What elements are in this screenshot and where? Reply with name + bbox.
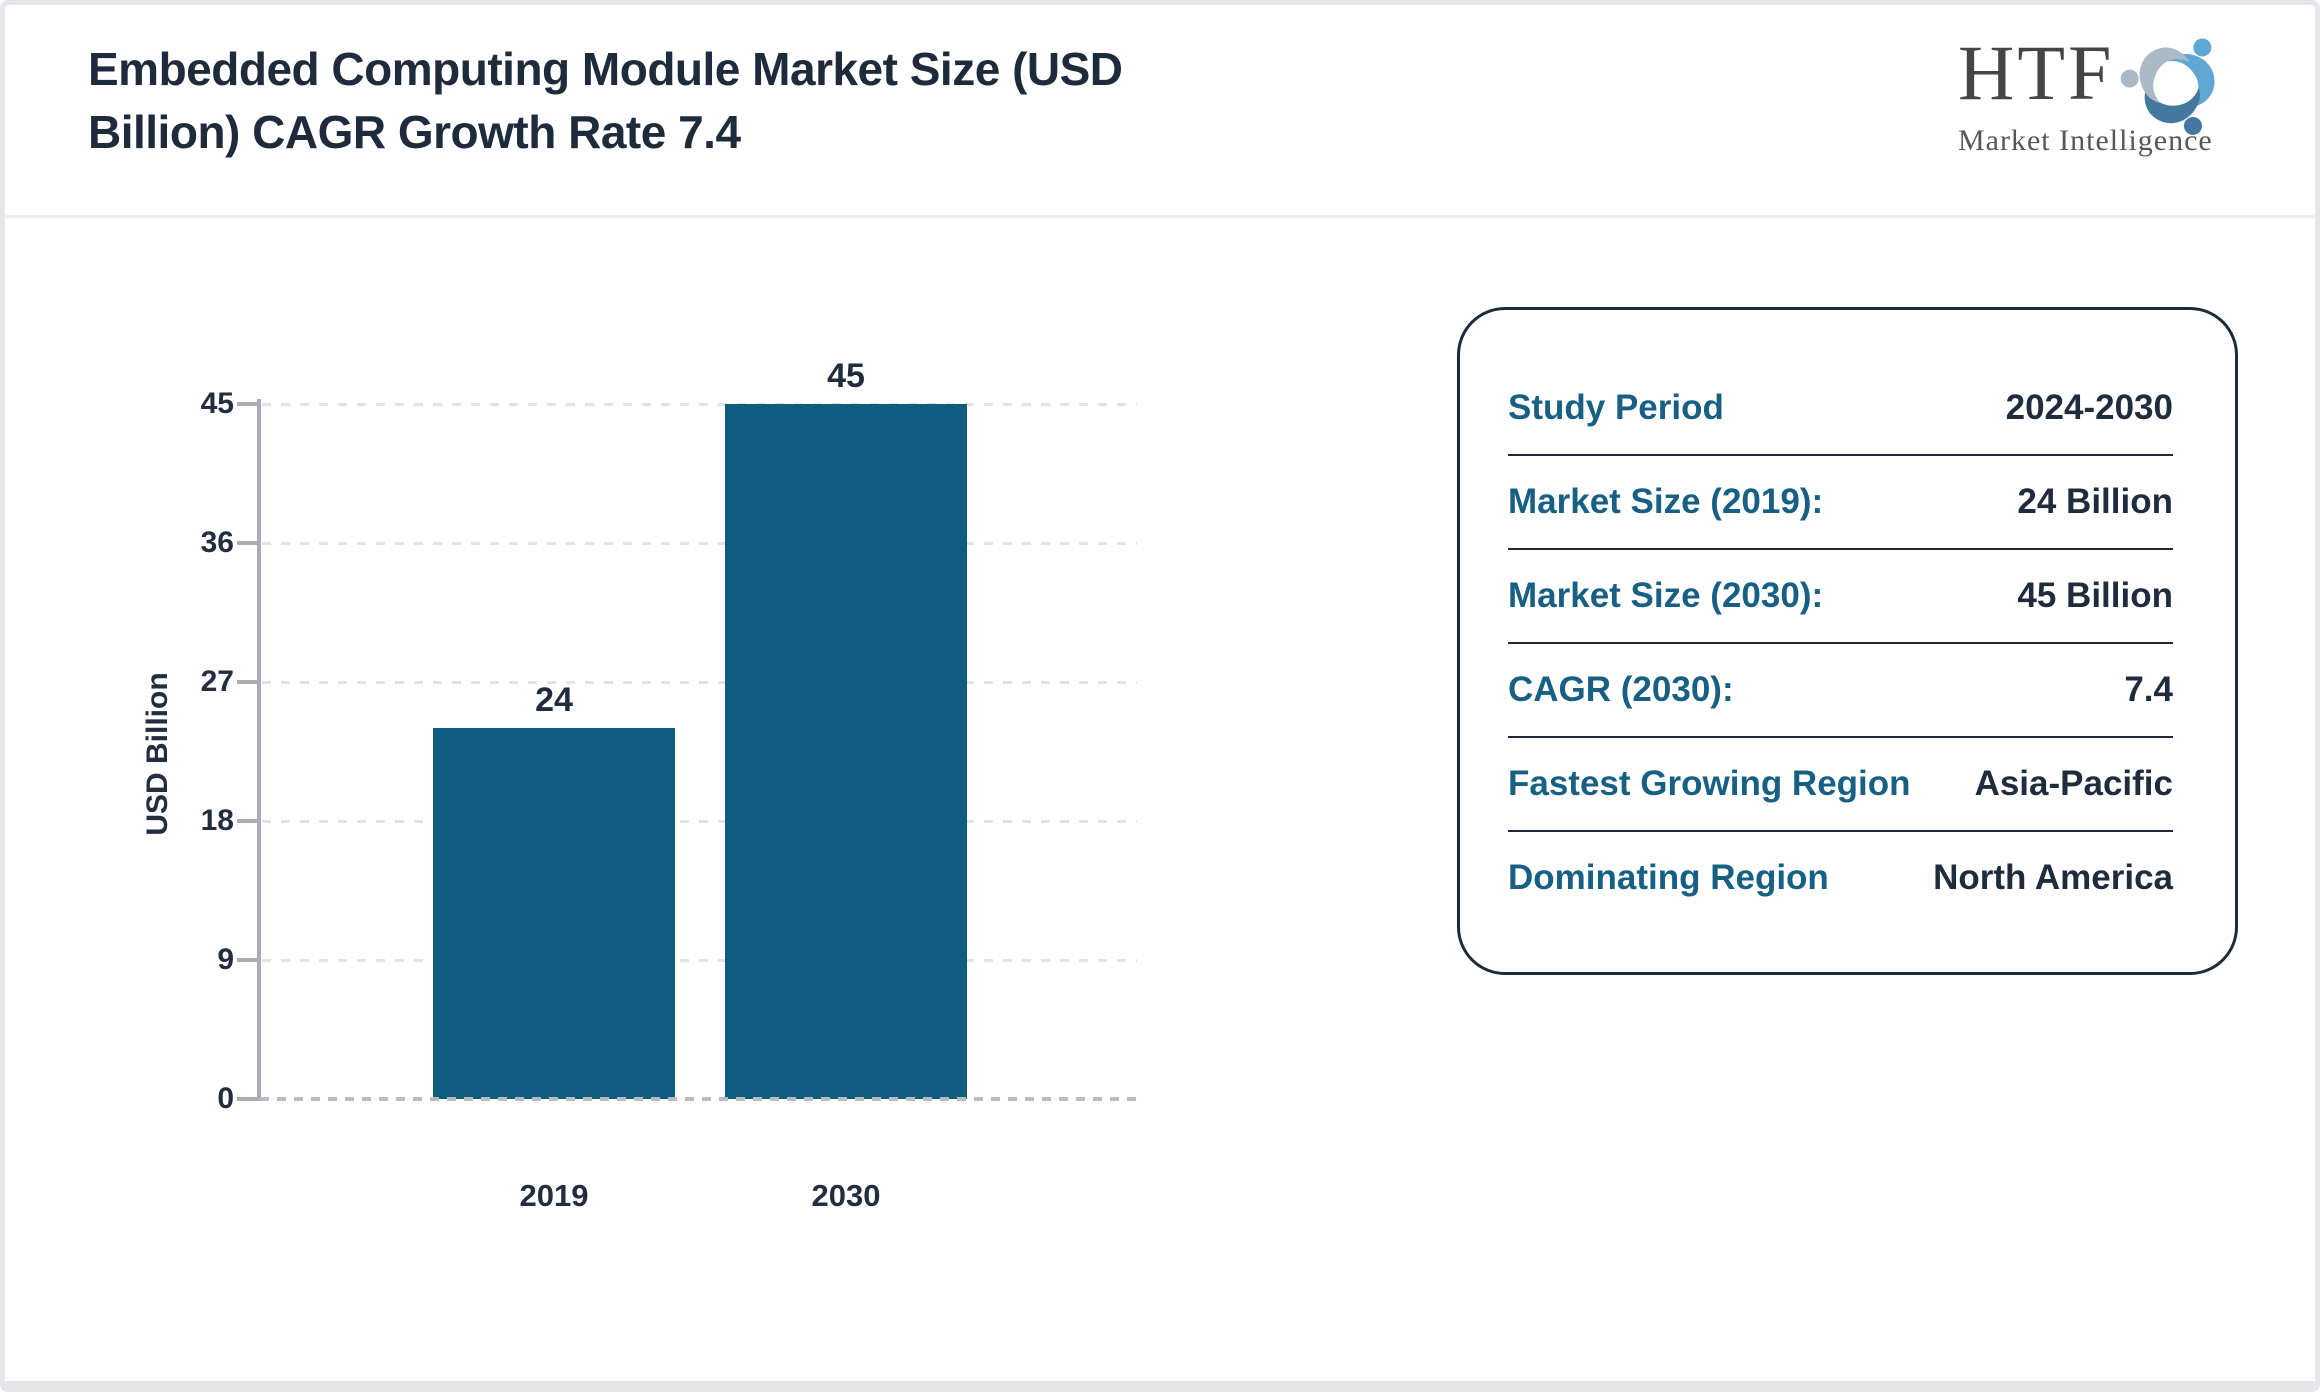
header-divider — [5, 215, 2315, 218]
page-title-line-2: Billion) CAGR Growth Rate 7.4 — [88, 106, 741, 158]
gridline-27 — [262, 681, 1137, 684]
bar-2030 — [725, 404, 967, 1099]
logo-wordmark: HTF — [1958, 29, 2115, 116]
y-tick-label-0: 0 — [217, 1082, 234, 1115]
x-axis-label-2030: 2030 — [811, 1178, 881, 1213]
panel-row-fastest-growing-region: Fastest Growing Region Asia-Pacific — [1508, 738, 2173, 832]
y-tick-label-9: 9 — [217, 943, 234, 976]
y-tick-label-45: 45 — [200, 387, 234, 420]
gridline-9 — [262, 959, 1137, 962]
gridline-18 — [262, 820, 1137, 823]
page-title: Embedded Computing Module Market Size (U… — [88, 38, 1123, 164]
logo-tagline: Market Intelligence — [1958, 124, 2213, 157]
panel-row-value: 7.4 — [2124, 670, 2173, 709]
panel-row-label: CAGR (2030): — [1508, 670, 1734, 709]
y-tick-label-27: 27 — [200, 665, 234, 698]
y-tick-label-36: 36 — [200, 526, 234, 559]
panel-row-dominating-region: Dominating Region North America — [1508, 832, 2173, 924]
y-tick-mark-9 — [237, 958, 260, 962]
panel-row-label: Market Size (2019): — [1508, 482, 1824, 521]
panel-row-value: North America — [1933, 858, 2173, 897]
panel-row-value: 45 Billion — [2017, 576, 2173, 615]
y-axis-line — [257, 399, 261, 1101]
htf-logo: HTF Market Intelligence — [1958, 34, 2238, 164]
panel-row-market-size-2019: Market Size (2019): 24 Billion — [1508, 456, 2173, 550]
panel-row-value: 24 Billion — [2017, 482, 2173, 521]
panel-row-market-size-2030: Market Size (2030): 45 Billion — [1508, 550, 2173, 644]
panel-row-value: 2024-2030 — [2005, 388, 2173, 427]
bar-2019 — [433, 728, 675, 1099]
y-tick-mark-18 — [237, 819, 260, 823]
panel-row-cagr: CAGR (2030): 7.4 — [1508, 644, 2173, 738]
y-tick-mark-36 — [237, 541, 260, 545]
panel-row-study-period: Study Period 2024-2030 — [1508, 362, 2173, 456]
gridline-45 — [262, 403, 1137, 406]
page-title-line-1: Embedded Computing Module Market Size (U… — [88, 43, 1123, 95]
bar-value-label-2030: 45 — [827, 357, 865, 395]
y-tick-mark-0 — [237, 1097, 260, 1101]
bar-value-label-2019: 24 — [535, 681, 573, 720]
y-tick-mark-27 — [237, 680, 260, 684]
y-tick-label-18: 18 — [200, 804, 234, 837]
market-summary-panel: Study Period 2024-2030 Market Size (2019… — [1457, 307, 2238, 975]
panel-row-value: Asia-Pacific — [1974, 764, 2173, 803]
x-axis-baseline — [260, 1097, 1137, 1101]
panel-row-label: Study Period — [1508, 388, 1724, 427]
x-axis-label-2019: 2019 — [519, 1178, 589, 1213]
gridline-36 — [262, 542, 1137, 545]
panel-row-label: Market Size (2030): — [1508, 576, 1824, 615]
panel-row-label: Dominating Region — [1508, 858, 1829, 897]
y-axis-title: USD Billion — [141, 672, 174, 836]
logo-swirl-icon — [2121, 38, 2215, 135]
panel-row-label: Fastest Growing Region — [1508, 764, 1911, 803]
y-tick-mark-45 — [237, 402, 260, 406]
